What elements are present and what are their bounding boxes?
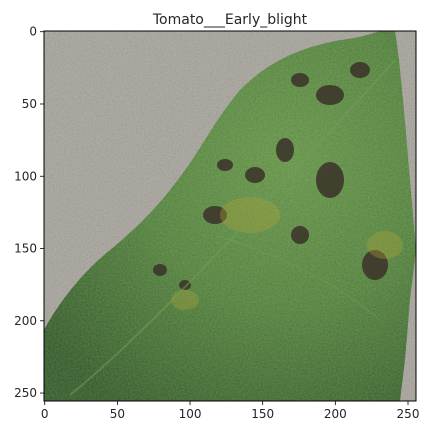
y-tick-label: 250 xyxy=(14,386,37,400)
y-tick-label: 50 xyxy=(22,97,37,111)
x-tick-label: 100 xyxy=(179,407,202,421)
lesion-spots xyxy=(153,62,388,290)
axes-frame xyxy=(43,30,417,402)
x-axis: 0 50 100 150 200 250 xyxy=(41,401,420,421)
x-tick-label: 250 xyxy=(397,407,420,421)
x-tick-label: 0 xyxy=(41,407,49,421)
x-tick-label: 200 xyxy=(324,407,347,421)
x-tick-label: 150 xyxy=(251,407,274,421)
y-tick-label: 200 xyxy=(14,314,37,328)
plot-title: Tomato___Early_blight xyxy=(152,12,308,28)
leaf-image xyxy=(44,31,416,401)
y-tick-label: 0 xyxy=(29,25,37,39)
y-tick-label: 100 xyxy=(14,169,37,183)
y-axis: 0 50 100 150 200 250 xyxy=(14,25,44,400)
x-tick-label: 50 xyxy=(110,407,125,421)
y-tick-label: 150 xyxy=(14,242,37,256)
